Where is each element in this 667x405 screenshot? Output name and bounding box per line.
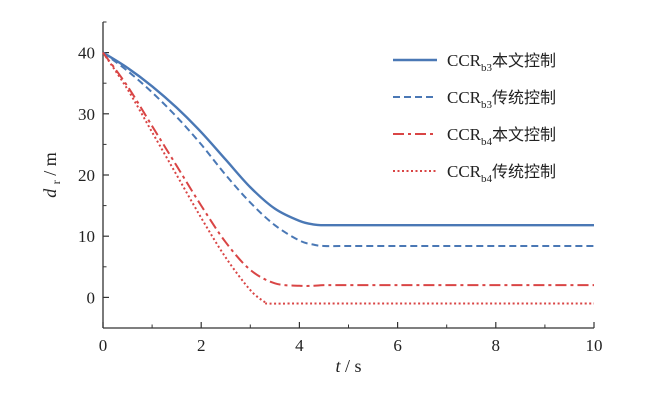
legend-label-2: CCRb3传统控制: [447, 88, 556, 111]
series-line-4: [102, 52, 594, 305]
y-axis: 0 10 20 30 40: [78, 21, 109, 329]
y-axis-title: d r / m: [40, 152, 64, 198]
y-tick-label: 30: [78, 105, 95, 124]
series-lines: [102, 51, 595, 305]
y-axis-subscript: r: [49, 180, 63, 184]
x-axis-variable: t: [335, 356, 341, 376]
y-tick-label: 40: [78, 44, 95, 63]
series-line-3: [102, 52, 595, 287]
legend-label-3: CCRb4本文控制: [447, 125, 556, 148]
legend-label-1: CCRb3本文控制: [447, 51, 556, 74]
series-line-2: [102, 51, 594, 248]
y-tick-label: 10: [78, 227, 95, 246]
y-axis-variable: d: [40, 188, 60, 198]
x-tick-label: 0: [99, 336, 108, 355]
x-tick-label: 6: [393, 336, 402, 355]
y-axis-unit: m: [40, 152, 60, 166]
x-axis-title: t / s: [335, 356, 361, 376]
y-tick-label: 20: [78, 166, 95, 185]
y-tick-label: 0: [87, 288, 96, 307]
series-line-1: [102, 51, 594, 227]
x-tick-label: 10: [586, 336, 603, 355]
legend-label-4: CCRb4传统控制: [447, 162, 556, 185]
x-axis-unit: s: [355, 356, 362, 376]
y-axis-separator: /: [40, 166, 60, 176]
x-axis-separator: /: [345, 356, 355, 376]
x-tick-label: 2: [197, 336, 206, 355]
x-tick-label: 4: [295, 336, 304, 355]
legend: CCRb3本文控制 CCRb3传统控制 CCRb4本文控制 CCRb4传统控制: [393, 51, 556, 185]
x-tick-label: 8: [492, 336, 501, 355]
x-axis: 0 2 4 6 8 10: [99, 322, 603, 355]
